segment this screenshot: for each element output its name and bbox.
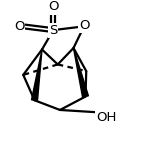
Polygon shape: [32, 49, 42, 101]
Text: O: O: [79, 19, 89, 32]
Text: O: O: [14, 20, 24, 33]
Text: O: O: [48, 0, 58, 13]
Polygon shape: [74, 48, 88, 97]
Text: S: S: [49, 24, 57, 37]
Text: OH: OH: [96, 111, 117, 124]
